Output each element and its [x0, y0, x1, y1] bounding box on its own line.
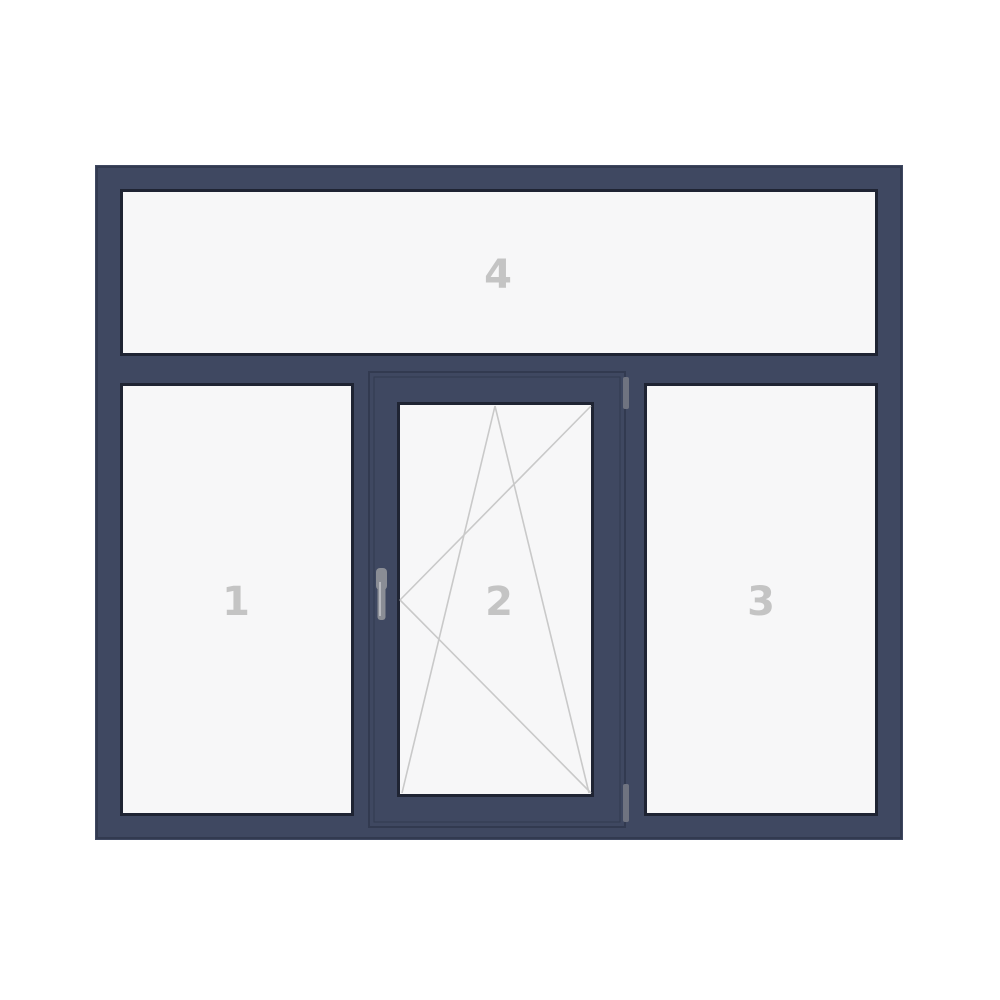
- pane-2-number: 2: [485, 579, 513, 625]
- handle-icon: [376, 568, 387, 620]
- pane-2-sash-inner-line: [373, 376, 621, 823]
- opening-direction-lines: [399, 405, 592, 794]
- pane-1-number: 1: [222, 579, 250, 625]
- pane-3-number: 3: [747, 579, 775, 625]
- hinge-bottom-icon: [623, 784, 629, 822]
- hinge-top-icon: [623, 377, 629, 409]
- pane-4-glass: [123, 192, 875, 353]
- pane-4-number: 4: [484, 252, 512, 298]
- turn-line-top: [399, 405, 592, 601]
- pane-2-glass: [400, 405, 591, 794]
- pane-1-glass: [123, 386, 351, 813]
- handle-highlight: [379, 582, 381, 616]
- handle-lever: [377, 578, 386, 620]
- tilt-line-left: [401, 405, 496, 794]
- outer-frame-inner-shadow: [96, 166, 902, 839]
- tilt-line-right: [494, 405, 590, 794]
- pane-3-glass: [647, 386, 875, 813]
- turn-line-bottom: [399, 599, 592, 794]
